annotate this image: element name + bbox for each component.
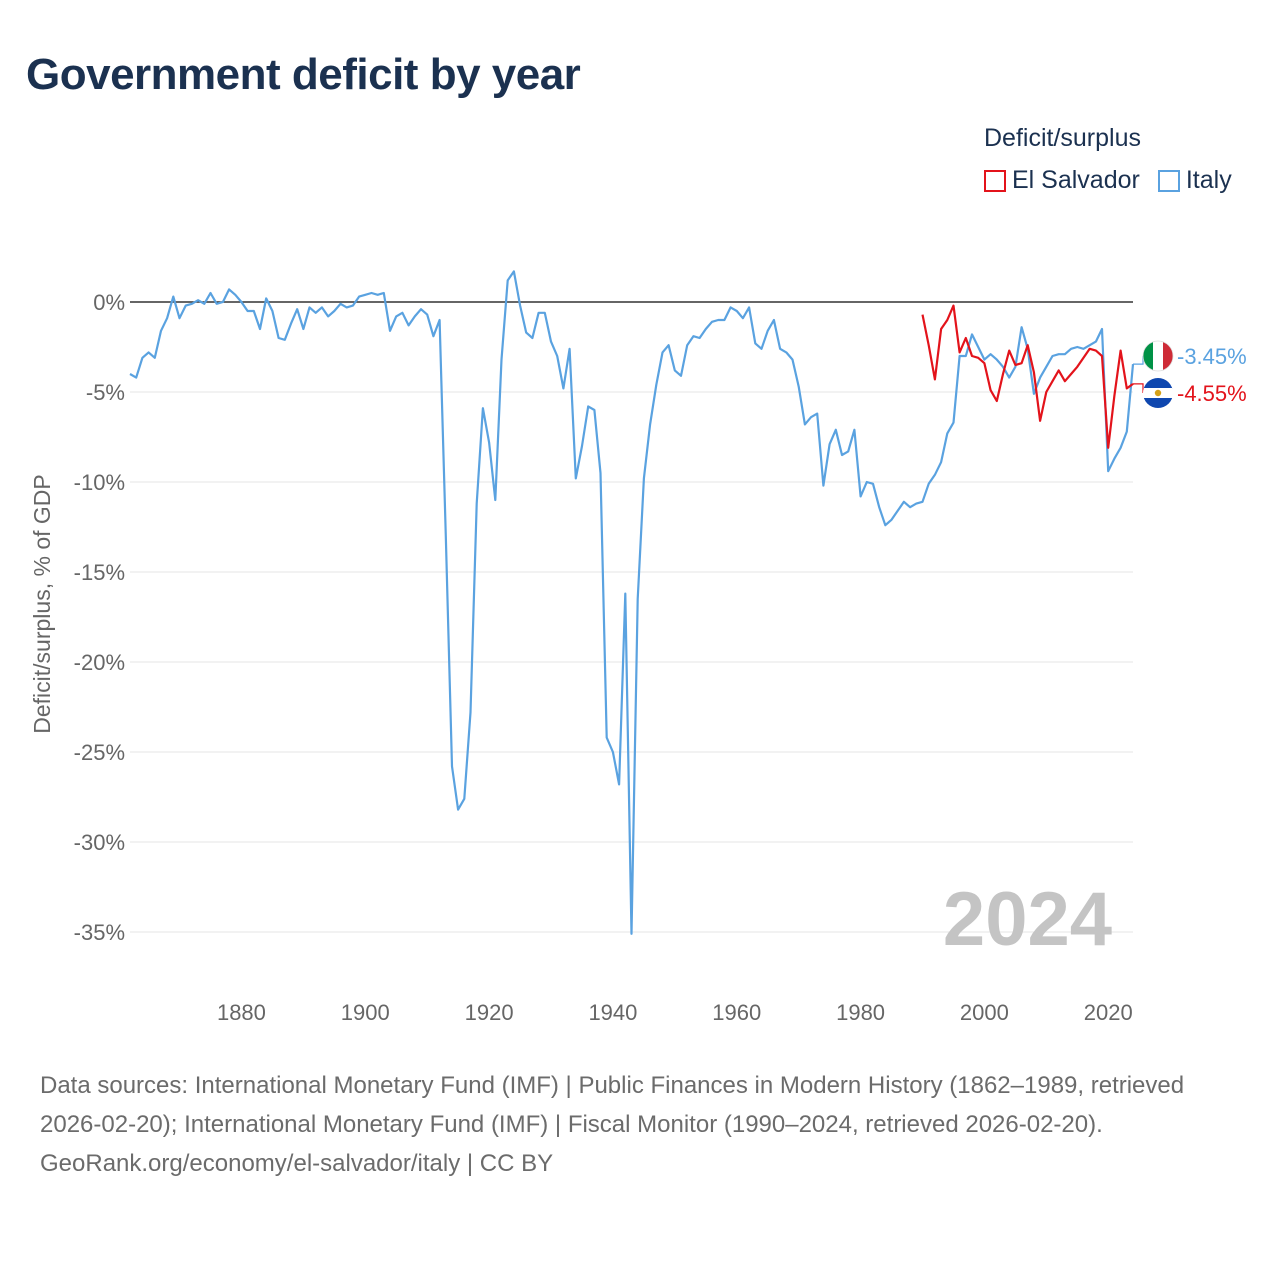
x-tick-label: 1940 [588, 1000, 637, 1025]
year-watermark: 2024 [943, 877, 1112, 962]
x-tick-label: 1920 [465, 1000, 514, 1025]
italy-flag-icon [1143, 341, 1173, 371]
x-tick-label: 1900 [341, 1000, 390, 1025]
x-tick-label: 1960 [712, 1000, 761, 1025]
end-label-italy: -3.45% [1177, 344, 1247, 369]
y-tick-label: -35% [74, 920, 125, 945]
data-sources: Data sources: International Monetary Fun… [40, 1072, 1185, 1138]
legend-label-el-salvador: El Salvador [1012, 166, 1140, 194]
connector-el-salvador [1133, 383, 1144, 393]
series-line-el-salvador[interactable] [921, 304, 1134, 449]
legend-swatch-italy [1157, 169, 1180, 192]
credit-link[interactable]: GeoRank.org/economy/el-salvador/italy | … [40, 1150, 554, 1177]
y-tick-label: 0% [93, 290, 125, 315]
y-tick-label: -15% [74, 560, 125, 585]
italy-flag-border [1142, 340, 1174, 372]
series-line-italy[interactable] [129, 270, 1135, 935]
x-tick-label: 2000 [960, 1000, 1009, 1025]
x-tick-label: 1880 [217, 1000, 266, 1025]
connector-italy [1133, 356, 1144, 365]
y-tick-label: -25% [74, 740, 125, 765]
x-tick-label: 2020 [1084, 1000, 1133, 1025]
y-tick-label: -10% [74, 470, 125, 495]
y-tick-label: -5% [86, 380, 125, 405]
x-tick-label: 1980 [836, 1000, 885, 1025]
chart-plot: 0% -5% -10% -15% -20% -25% -30% -35% 1880 1900 192… [29, 270, 1247, 1025]
y-axis-label: Deficit/surplus, % of GDP [29, 474, 55, 733]
legend: El Salvador Italy [984, 166, 1232, 195]
end-label-el-salvador: -4.55% [1177, 381, 1247, 406]
legend-label-italy: Italy [1185, 166, 1232, 194]
footer: Data sources: International Monetary Fun… [40, 1066, 1240, 1183]
chart-title: Government deficit by year [26, 50, 581, 99]
legend-swatch-el-salvador [984, 169, 1006, 192]
el-salvador-flag-icon [1143, 378, 1173, 408]
y-tick-label: -30% [74, 830, 125, 855]
legend-item-el-salvador[interactable]: El Salvador [984, 166, 1140, 195]
legend-item-italy[interactable]: Italy [1157, 166, 1232, 195]
y-tick-label: -20% [74, 650, 125, 675]
legend-title: Deficit/surplus [984, 124, 1141, 152]
